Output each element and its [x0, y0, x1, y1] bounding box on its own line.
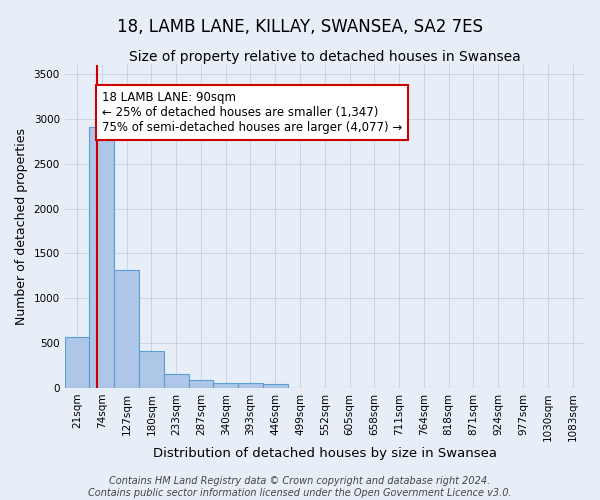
Bar — [65, 337, 89, 388]
Bar — [139, 351, 164, 388]
Bar — [89, 127, 114, 388]
Bar — [114, 270, 139, 388]
Text: 18, LAMB LANE, KILLAY, SWANSEA, SA2 7ES: 18, LAMB LANE, KILLAY, SWANSEA, SA2 7ES — [117, 18, 483, 36]
Bar — [214, 382, 238, 388]
Bar — [263, 384, 287, 388]
X-axis label: Distribution of detached houses by size in Swansea: Distribution of detached houses by size … — [153, 447, 497, 460]
Bar — [188, 380, 214, 388]
Text: Contains HM Land Registry data © Crown copyright and database right 2024.
Contai: Contains HM Land Registry data © Crown c… — [88, 476, 512, 498]
Text: 18 LAMB LANE: 90sqm
← 25% of detached houses are smaller (1,347)
75% of semi-det: 18 LAMB LANE: 90sqm ← 25% of detached ho… — [102, 91, 402, 134]
Title: Size of property relative to detached houses in Swansea: Size of property relative to detached ho… — [129, 50, 521, 64]
Y-axis label: Number of detached properties: Number of detached properties — [15, 128, 28, 325]
Bar — [164, 374, 188, 388]
Bar — [238, 383, 263, 388]
